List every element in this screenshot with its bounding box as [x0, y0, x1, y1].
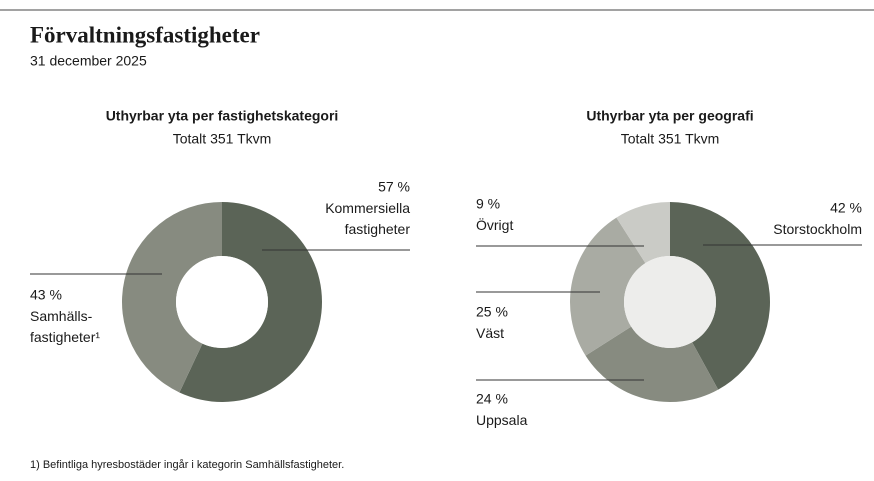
value-label: 24 %	[476, 391, 508, 407]
value-label: 9 %	[476, 196, 500, 212]
donut-hole	[624, 256, 716, 348]
slice	[569, 217, 646, 356]
category-label: Kommersiella fastigheter	[325, 200, 410, 237]
page-subtitle: 31 december 2025	[30, 53, 147, 69]
donut-hole	[176, 256, 268, 348]
slice	[616, 202, 670, 264]
slice	[122, 202, 222, 393]
chart-title: Uthyrbar yta per fastighetskategori	[106, 108, 339, 124]
value-label: 25 %	[476, 304, 508, 320]
category-label: Storstockholm	[773, 221, 862, 237]
footnote: 1) Befintliga hyresbostäder ingår i kate…	[30, 459, 344, 471]
chart-subtitle: Totalt 351 Tkvm	[621, 131, 720, 147]
category-label: Väst	[476, 325, 504, 341]
slice	[179, 202, 323, 402]
category-label: Övrigt	[476, 216, 513, 233]
value-label: 42 %	[830, 200, 862, 216]
slice	[585, 326, 719, 402]
value-label: 43 %	[30, 287, 62, 303]
category-label: Samhälls-fastigheter¹	[30, 308, 100, 345]
value-label: 57 %	[378, 179, 410, 195]
slice	[670, 202, 770, 390]
page-title: Förvaltningsfastigheter	[30, 22, 260, 47]
chart-subtitle: Totalt 351 Tkvm	[173, 131, 272, 147]
category-label: Uppsala	[476, 412, 528, 428]
chart-title: Uthyrbar yta per geografi	[586, 108, 753, 124]
